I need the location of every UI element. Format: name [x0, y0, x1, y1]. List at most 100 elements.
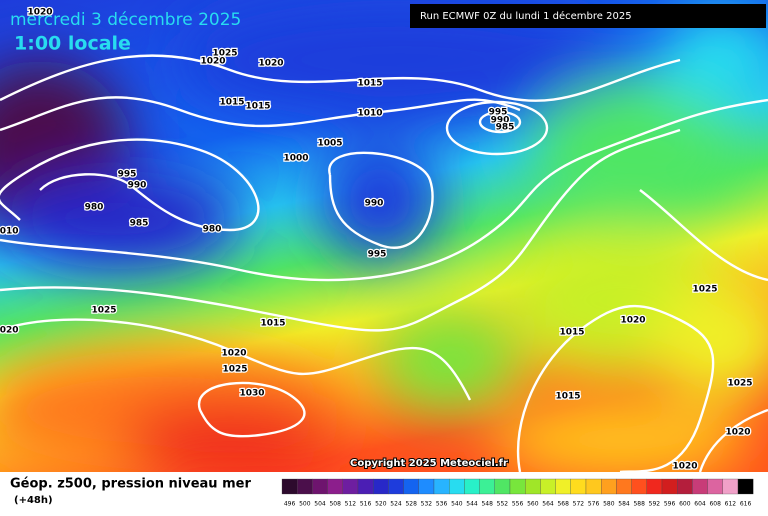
colorbar-cell: [479, 478, 495, 495]
isobar-label: 1020: [221, 349, 246, 359]
colorbar-cell: [585, 478, 602, 495]
colorbar-cell: [373, 478, 389, 495]
colorbar-cell: [327, 478, 343, 495]
colorbar-label: 508: [329, 501, 341, 508]
isobar-label: 1015: [555, 392, 580, 402]
isobar-label: 1020: [27, 8, 52, 18]
date-title: mercredi 3 décembre 2025: [10, 10, 241, 30]
isobar-label: 990: [128, 181, 147, 191]
colorbar-cell: [418, 478, 435, 495]
colorbar-label: 604: [694, 501, 706, 508]
isobar-label: 995: [489, 108, 508, 118]
colorbar-label: 580: [603, 501, 615, 508]
isobar-label: 1020: [258, 59, 283, 69]
colorbar: 496 500 504 508 512 516 520 524 528 532 536 540 544 5…: [281, 478, 754, 508]
colorbar-label: 500: [299, 501, 311, 508]
colorbar-label: 616: [740, 501, 752, 508]
colorbar-label: 560: [527, 501, 539, 508]
isobar-label: 1015: [260, 319, 285, 329]
isobar-label: 1015: [357, 79, 382, 89]
colorbar-label: 588: [633, 501, 645, 508]
isobar-label: 980: [85, 203, 104, 213]
isobar-label: 1015: [559, 328, 584, 338]
isobar-label: 1020: [200, 57, 225, 67]
colorbar-label: 584: [618, 501, 630, 508]
colorbar-label: 572: [573, 501, 585, 508]
colorbar-cell: [433, 478, 450, 495]
colorbar-label: 504: [314, 501, 326, 508]
colorbar-cell: [297, 478, 313, 495]
colorbar-label: 576: [588, 501, 600, 508]
colorbar-cell: [616, 478, 632, 495]
isobar-label: 985: [130, 219, 149, 229]
isobar-label: 1000: [283, 154, 308, 164]
colorbar-label: 496: [284, 501, 296, 508]
run-label: Run ECMWF 0Z du lundi 1 décembre 2025: [420, 10, 632, 22]
lead-time: (+48h): [14, 495, 53, 506]
legend-title: Géop. z500, pression niveau mer: [10, 477, 251, 492]
colorbar-cell: [540, 478, 556, 495]
colorbar-cell: [570, 478, 587, 495]
colorbar-cell: [525, 478, 541, 495]
colorbar-cell: [722, 478, 739, 495]
colorbar-cell: [555, 478, 571, 495]
isobar-label: 990: [365, 199, 384, 209]
colorbar-label: 612: [725, 501, 737, 508]
isobar-label: 1025: [91, 306, 116, 316]
isobar-label: 1020: [672, 462, 697, 472]
colorbar-cell: [281, 478, 298, 495]
isobar-label: 1025: [212, 49, 237, 59]
isobar-label: 1020: [620, 316, 645, 326]
colorbar-label: 548: [481, 501, 493, 508]
isobars: [0, 54, 768, 474]
colorbar-cell: [312, 478, 328, 495]
colorbar-label: 596: [664, 501, 676, 508]
colorbar-label: 536: [436, 501, 448, 508]
copyright: Copyright 2025 Meteociel.fr: [350, 458, 508, 469]
colorbar-label: 568: [557, 501, 569, 508]
isobar-label: 985: [496, 123, 515, 133]
run-box: [410, 4, 766, 28]
colorbar-cell: [692, 478, 708, 495]
isobar-label: 1010: [357, 109, 382, 119]
time-label: 1:00 locale: [14, 33, 131, 55]
isobar-label: 1020: [0, 326, 19, 336]
field-shading: [0, 0, 768, 480]
colorbar-cell: [707, 478, 723, 495]
colorbar-cell: [357, 478, 374, 495]
colorbar-label: 540: [451, 501, 463, 508]
colorbar-label: 600: [679, 501, 691, 508]
isobar-label: 1030: [239, 389, 264, 399]
colorbar-label: 544: [466, 501, 478, 508]
colorbar-label: 516: [360, 501, 372, 508]
isobar-label: 1025: [727, 379, 752, 389]
colorbar-cell: [449, 478, 465, 495]
colorbar-cell: [601, 478, 617, 495]
isobar-label: 1015: [245, 102, 270, 112]
colorbar-cell: [677, 478, 693, 495]
isobar-label: 1005: [317, 139, 342, 149]
isobar-label: 1010: [0, 227, 19, 237]
colorbar-label: 552: [497, 501, 509, 508]
isobar-label: 1015: [219, 98, 244, 108]
colorbar-cell: [737, 478, 754, 495]
colorbar-label: 592: [649, 501, 661, 508]
colorbar-label: 608: [709, 501, 721, 508]
colorbar-cell: [509, 478, 526, 495]
colorbar-cell: [646, 478, 663, 495]
colorbar-label: 528: [405, 501, 417, 508]
colorbar-cell: [464, 478, 480, 495]
colorbar-cell: [403, 478, 419, 495]
isobar-label: 1020: [725, 428, 750, 438]
isobar-label: 995: [118, 170, 137, 180]
isobar-label: 980: [203, 225, 222, 235]
colorbar-label: 520: [375, 501, 387, 508]
colorbar-label: 512: [345, 501, 357, 508]
colorbar-cell: [388, 478, 404, 495]
colorbar-cell: [661, 478, 678, 495]
colorbar-cell: [342, 478, 359, 495]
isobar-label: 995: [368, 250, 387, 260]
colorbar-label: 556: [512, 501, 524, 508]
